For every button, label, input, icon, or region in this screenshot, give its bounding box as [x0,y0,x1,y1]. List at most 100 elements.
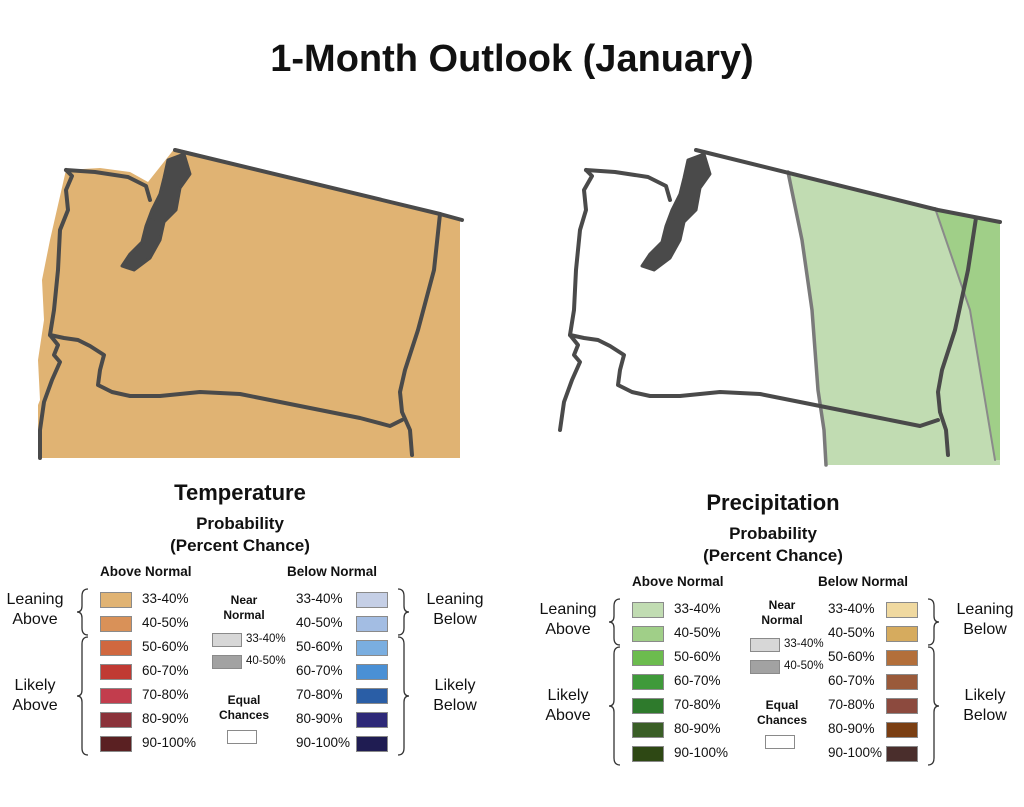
temperature-below-label: 80-90% [296,711,343,726]
temperature-leaning-above-2: Above [12,611,58,628]
precipitation-near-normal-head-1: Near [768,598,796,612]
temperature-leaning-above-brace [76,588,89,636]
precipitation-below-normal-head: Below Normal [818,574,909,589]
temperature-above-label: 90-100% [142,735,197,750]
precipitation-map [558,148,1002,467]
temperature-likely-above-2: Above [12,697,58,714]
precipitation-below-swatch-60-70% [886,674,918,690]
precipitation-likely-above-brace [608,646,621,766]
temperature-legend-subtitle-2: (Percent Chance) [170,536,310,555]
temperature-likely-below-2: Below [433,697,477,714]
temperature-leaning-below-2: Below [433,611,477,628]
temperature-near-normal-head-1: Near [230,593,258,607]
temperature-below-label: 70-80% [296,687,343,702]
oregon-border [48,333,404,428]
temperature-legend: Temperature Probability (Percent Chance) Ab… [0,480,512,800]
temperature-below-swatch-40-50% [356,616,388,632]
precipitation-below-label: 60-70% [828,673,875,688]
precipitation-below-swatch-90-100% [886,746,918,762]
temperature-above-label: 50-60% [142,639,189,654]
temperature-leaning-below-brace [397,588,410,636]
precipitation-above-swatch-90-100% [632,746,664,762]
temperature-near-label: 40-50% [246,655,286,667]
temperature-above-label: 60-70% [142,663,189,678]
precipitation-above-label: 33-40% [674,601,721,616]
temperature-below-label: 33-40% [296,591,343,606]
precipitation-below-swatch-50-60% [886,650,918,666]
temperature-below-swatch-70-80% [356,688,388,704]
temperature-above-label: 70-80% [142,687,189,702]
page-title: 1-Month Outlook (January) [270,38,754,80]
temperature-equal-chances-swatch [227,730,257,744]
precipitation-leaning-above-2: Above [545,621,591,638]
precipitation-likely-above-1: Likely [547,687,589,704]
precipitation-above-label: 90-100% [674,745,729,760]
precipitation-equal-chances-2: Chances [756,713,808,727]
precipitation-above-normal-head: Above Normal [632,574,724,589]
precipitation-above-swatch-70-80% [632,698,664,714]
precipitation-near-normal-head-2: Normal [761,613,803,627]
precipitation-above-swatch-80-90% [632,722,664,738]
temperature-below-swatch-60-70% [356,664,388,680]
precipitation-likely-above-2: Above [545,707,591,724]
temperature-above-label: 40-50% [142,615,189,630]
precipitation-near-swatch-33-40% [750,638,780,652]
precipitation-legend-subtitle-2: (Percent Chance) [703,546,843,565]
temperature-below-swatch-33-40% [356,592,388,608]
temperature-above-swatch-70-80% [100,688,132,704]
temperature-below-swatch-80-90% [356,712,388,728]
precipitation-leaning-below-brace [927,598,940,646]
temperature-near-swatch-33-40% [212,633,242,647]
precipitation-leaning-above-1: Leaning [539,601,597,618]
precipitation-below-swatch-40-50% [886,626,918,642]
precipitation-above-swatch-33-40% [632,602,664,618]
temperature-below-label: 50-60% [296,639,343,654]
precipitation-leaning-above-brace [608,598,621,646]
precipitation-below-label: 40-50% [828,625,875,640]
temperature-above-swatch-33-40% [100,592,132,608]
temperature-leaning-above-1: Leaning [6,591,64,608]
precipitation-below-swatch-70-80% [886,698,918,714]
temperature-below-normal-head: Below Normal [287,564,378,579]
temperature-equal-chances-2: Chances [218,708,270,722]
temperature-below-label: 90-100% [296,735,351,750]
precipitation-below-label: 70-80% [828,697,875,712]
temperature-near-label: 33-40% [246,633,286,645]
precipitation-likely-below-brace [927,646,940,766]
temperature-below-label: 40-50% [296,615,343,630]
precipitation-legend-title: Precipitation [706,490,840,515]
temperature-above-label: 33-40% [142,591,189,606]
temperature-below-swatch-50-60% [356,640,388,656]
east-border [398,212,442,457]
precipitation-likely-below-1: Likely [964,687,1006,704]
precipitation-leaning-below-2: Below [963,621,1007,638]
precipitation-below-label: 80-90% [828,721,875,736]
precipitation-above-label: 80-90% [674,721,721,736]
precipitation-leaning-below-1: Leaning [956,601,1014,618]
precipitation-equal-chances-1: Equal [765,698,799,712]
temperature-above-swatch-50-60% [100,640,132,656]
temperature-near-normal-head-2: Normal [223,608,265,622]
temperature-likely-above-brace [76,636,89,756]
temperature-likely-below-brace [397,636,410,756]
precipitation-near-label: 33-40% [784,638,824,650]
temperature-below-swatch-90-100% [356,736,388,752]
precipitation-likely-below-2: Below [963,707,1007,724]
temperature-above-swatch-60-70% [100,664,132,680]
temperature-likely-below-1: Likely [434,677,476,694]
temperature-legend-title: Temperature [174,480,306,505]
precipitation-above-label: 70-80% [674,697,721,712]
temperature-likely-above-1: Likely [14,677,56,694]
temperature-region [38,148,460,458]
precipitation-legend: Precipitation Probability (Percent Chance)… [528,490,1024,800]
temperature-above-swatch-40-50% [100,616,132,632]
temperature-near-swatch-40-50% [212,655,242,669]
temperature-below-label: 60-70% [296,663,343,678]
temperature-map [38,148,464,460]
precipitation-legend-subtitle-1: Probability [729,524,817,543]
precipitation-above-swatch-50-60% [632,650,664,666]
temperature-above-swatch-80-90% [100,712,132,728]
precip-leaning-above-40-50 [935,208,1000,460]
temperature-equal-chances-1: Equal [227,693,261,707]
precipitation-below-label: 33-40% [828,601,875,616]
